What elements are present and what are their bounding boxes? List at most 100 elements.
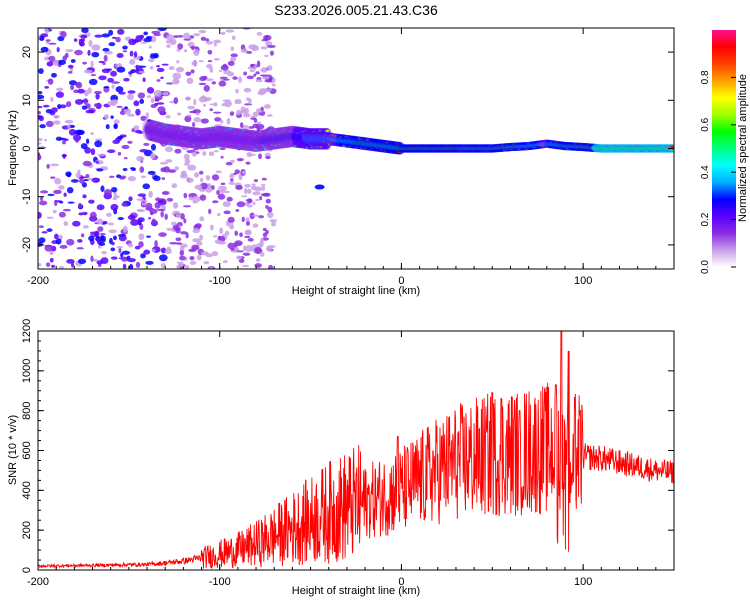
spectrogram-blob — [103, 220, 108, 225]
spectrogram-blob — [63, 221, 69, 227]
spectrogram-blob — [118, 234, 127, 242]
spectrogram-blob — [267, 65, 273, 71]
spectrogram-blob — [46, 163, 50, 169]
spectrogram-blob — [251, 45, 260, 52]
spectrogram-blob — [143, 31, 149, 36]
spectrogram-blob — [143, 142, 150, 147]
spectrogram-blob — [137, 217, 145, 223]
spectrogram-blob — [101, 250, 107, 255]
spectrogram-blob — [38, 211, 42, 219]
spectrogram-ytick-label: -20 — [21, 237, 33, 253]
spectrogram-blob — [128, 71, 133, 75]
spectrogram-blob — [250, 63, 255, 67]
spectrogram-blob — [198, 29, 207, 34]
spectrogram-blob — [139, 166, 145, 173]
spectrogram-blob — [191, 151, 198, 157]
spectrogram-blob — [38, 225, 44, 228]
spectrogram-blob — [251, 183, 256, 186]
spectrogram-blob — [193, 33, 201, 37]
spectrogram-blob — [46, 61, 54, 67]
spectrogram-blob — [39, 200, 48, 206]
spectrogram-blob — [78, 202, 82, 209]
spectrogram-blob — [247, 153, 257, 157]
spectrogram-blob — [253, 179, 259, 183]
spectrogram-blob — [156, 65, 160, 68]
spectrogram-blob — [106, 212, 112, 217]
spectrogram-blob — [193, 49, 200, 56]
spectrogram-blob — [160, 210, 164, 218]
spectrogram-blob — [38, 94, 45, 100]
spectrogram-blob — [82, 160, 92, 167]
spectrogram-blob — [200, 177, 204, 183]
spectrogram-blob — [38, 68, 44, 74]
spectrogram-blob — [88, 39, 93, 47]
spectrogram-blob — [111, 84, 115, 89]
spectrogram-blob — [127, 258, 136, 263]
spectrogram-blob — [161, 177, 166, 180]
spectrogram-ytick-label: 0 — [21, 145, 33, 151]
spectrogram-blob — [40, 196, 44, 201]
spectrogram-blob — [95, 161, 100, 164]
spectrogram-blob — [133, 100, 140, 107]
spectrogram-blob — [57, 59, 67, 66]
spectrogram-blob — [160, 263, 166, 269]
spectrogram-blob — [179, 173, 188, 179]
spectrogram-blob — [55, 238, 62, 245]
spectrogram-blob — [236, 255, 243, 260]
spectrogram-blob — [97, 245, 102, 249]
spectrogram-blob — [246, 198, 253, 204]
spectrogram-blob — [135, 108, 141, 116]
spectrogram-blob — [88, 78, 98, 86]
spectrogram-blob — [66, 259, 75, 264]
spectrogram-blob — [117, 217, 124, 221]
spectrogram-blob — [185, 71, 192, 76]
spectrogram-blob — [108, 42, 116, 47]
spectrogram-blob — [230, 53, 238, 58]
spectrogram-blob — [261, 38, 268, 42]
spectrogram-blob — [107, 101, 113, 106]
spectrogram-blob — [242, 264, 250, 268]
spectrogram-blob — [62, 140, 66, 145]
spectrogram-blob — [254, 263, 262, 268]
spectrogram-blob — [110, 256, 118, 260]
spectrogram-blob — [192, 122, 196, 128]
spectrogram-blob — [255, 79, 263, 83]
spectrogram-blob — [207, 49, 213, 55]
spectrogram-blob — [81, 211, 88, 216]
spectrogram-blob — [271, 221, 277, 227]
spectrogram-blob — [267, 211, 274, 219]
spectrogram-blob — [243, 87, 252, 93]
spectrogram-blob — [193, 98, 197, 106]
spectrogram-blob — [208, 208, 212, 215]
spectrogram-blob — [148, 45, 152, 49]
spectrogram-blob — [152, 175, 161, 182]
spectrogram-blob — [59, 104, 67, 109]
spectrogram-blob — [261, 185, 266, 191]
spectrogram-blob — [240, 106, 246, 113]
spectrogram-blob — [205, 78, 214, 82]
spectrogram-blob — [54, 233, 59, 240]
spectrogram-blob — [191, 244, 200, 250]
spectrogram-blob — [110, 115, 114, 119]
spectrogram-blob — [243, 71, 247, 76]
spectrogram-blob — [217, 193, 226, 200]
spectrogram-blob — [219, 119, 224, 124]
spectrogram-blob — [182, 32, 191, 40]
spectrogram-blob — [74, 82, 81, 87]
spectrogram-blob — [241, 195, 248, 198]
spectrogram-blob — [51, 72, 57, 78]
spectrogram-blob — [151, 248, 156, 252]
spectrogram-blob — [193, 172, 200, 178]
colorbar-label: Normalized spectral amplitude — [737, 74, 749, 222]
spectrogram-blob — [215, 170, 222, 174]
spectrogram-blob — [240, 48, 248, 53]
spectrogram-blob — [146, 95, 152, 99]
spectrogram-blob — [200, 118, 209, 124]
spectrogram-blob — [47, 78, 54, 85]
spectrogram-blob — [222, 78, 230, 81]
spectrogram-blob — [256, 60, 261, 68]
spectrogram-blob — [216, 213, 221, 217]
spectrogram-blob — [156, 102, 165, 105]
snr-xlabel: Height of straight line (km) — [292, 585, 420, 597]
spectrogram-blob — [225, 161, 233, 166]
